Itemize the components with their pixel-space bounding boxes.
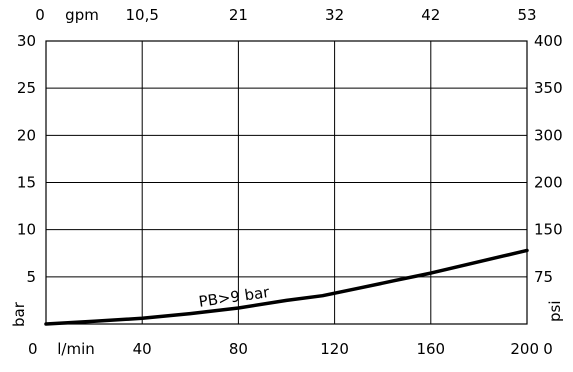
top-tick-label: 0 [35, 6, 45, 24]
x-tick-label: 40 [133, 340, 152, 358]
x-tick-label: 160 [416, 340, 445, 358]
x-tick-label: 200 [510, 340, 539, 358]
x-tick-label: 120 [320, 340, 349, 358]
top-tick-label: 10,5 [125, 6, 158, 24]
top-tick-label: 53 [517, 6, 536, 24]
y-tick-label: 15 [17, 174, 36, 192]
grid-lines [46, 41, 527, 324]
data-series [44, 248, 529, 326]
pressure-curve [44, 248, 529, 326]
y-unit-label: bar [10, 301, 28, 327]
x-tick-label: 0 [28, 340, 38, 358]
right-tick-label: 150 [534, 221, 563, 239]
right-tick-label: 350 [534, 79, 563, 97]
y-tick-label: 30 [17, 32, 36, 50]
y-tick-label: 5 [26, 268, 36, 286]
right-tick-label: 300 [534, 126, 563, 144]
axis-labels: PB>9 bar 0 40 80 120 160 200 l/min 5 10 15 20 25 30 ba… [10, 6, 564, 358]
y-tick-label: 10 [17, 221, 36, 239]
x-unit-label: l/min [57, 340, 95, 358]
top-tick-label: 42 [421, 6, 440, 24]
y-tick-label: 25 [17, 79, 36, 97]
x-tick-label: 80 [229, 340, 248, 358]
right-tick-label: 75 [534, 268, 553, 286]
top-tick-label: 21 [229, 6, 248, 24]
top-unit-label: gpm [65, 6, 99, 24]
right-tick-label: 400 [534, 32, 563, 50]
y-tick-label: 20 [17, 126, 36, 144]
top-tick-label: 32 [325, 6, 344, 24]
plot-frame [45, 40, 528, 325]
right-tick-label-zero: 0 [543, 340, 553, 358]
curve-annotation: PB>9 bar [198, 283, 272, 311]
right-tick-label: 200 [534, 174, 563, 192]
right-unit-label: psi [546, 300, 564, 322]
